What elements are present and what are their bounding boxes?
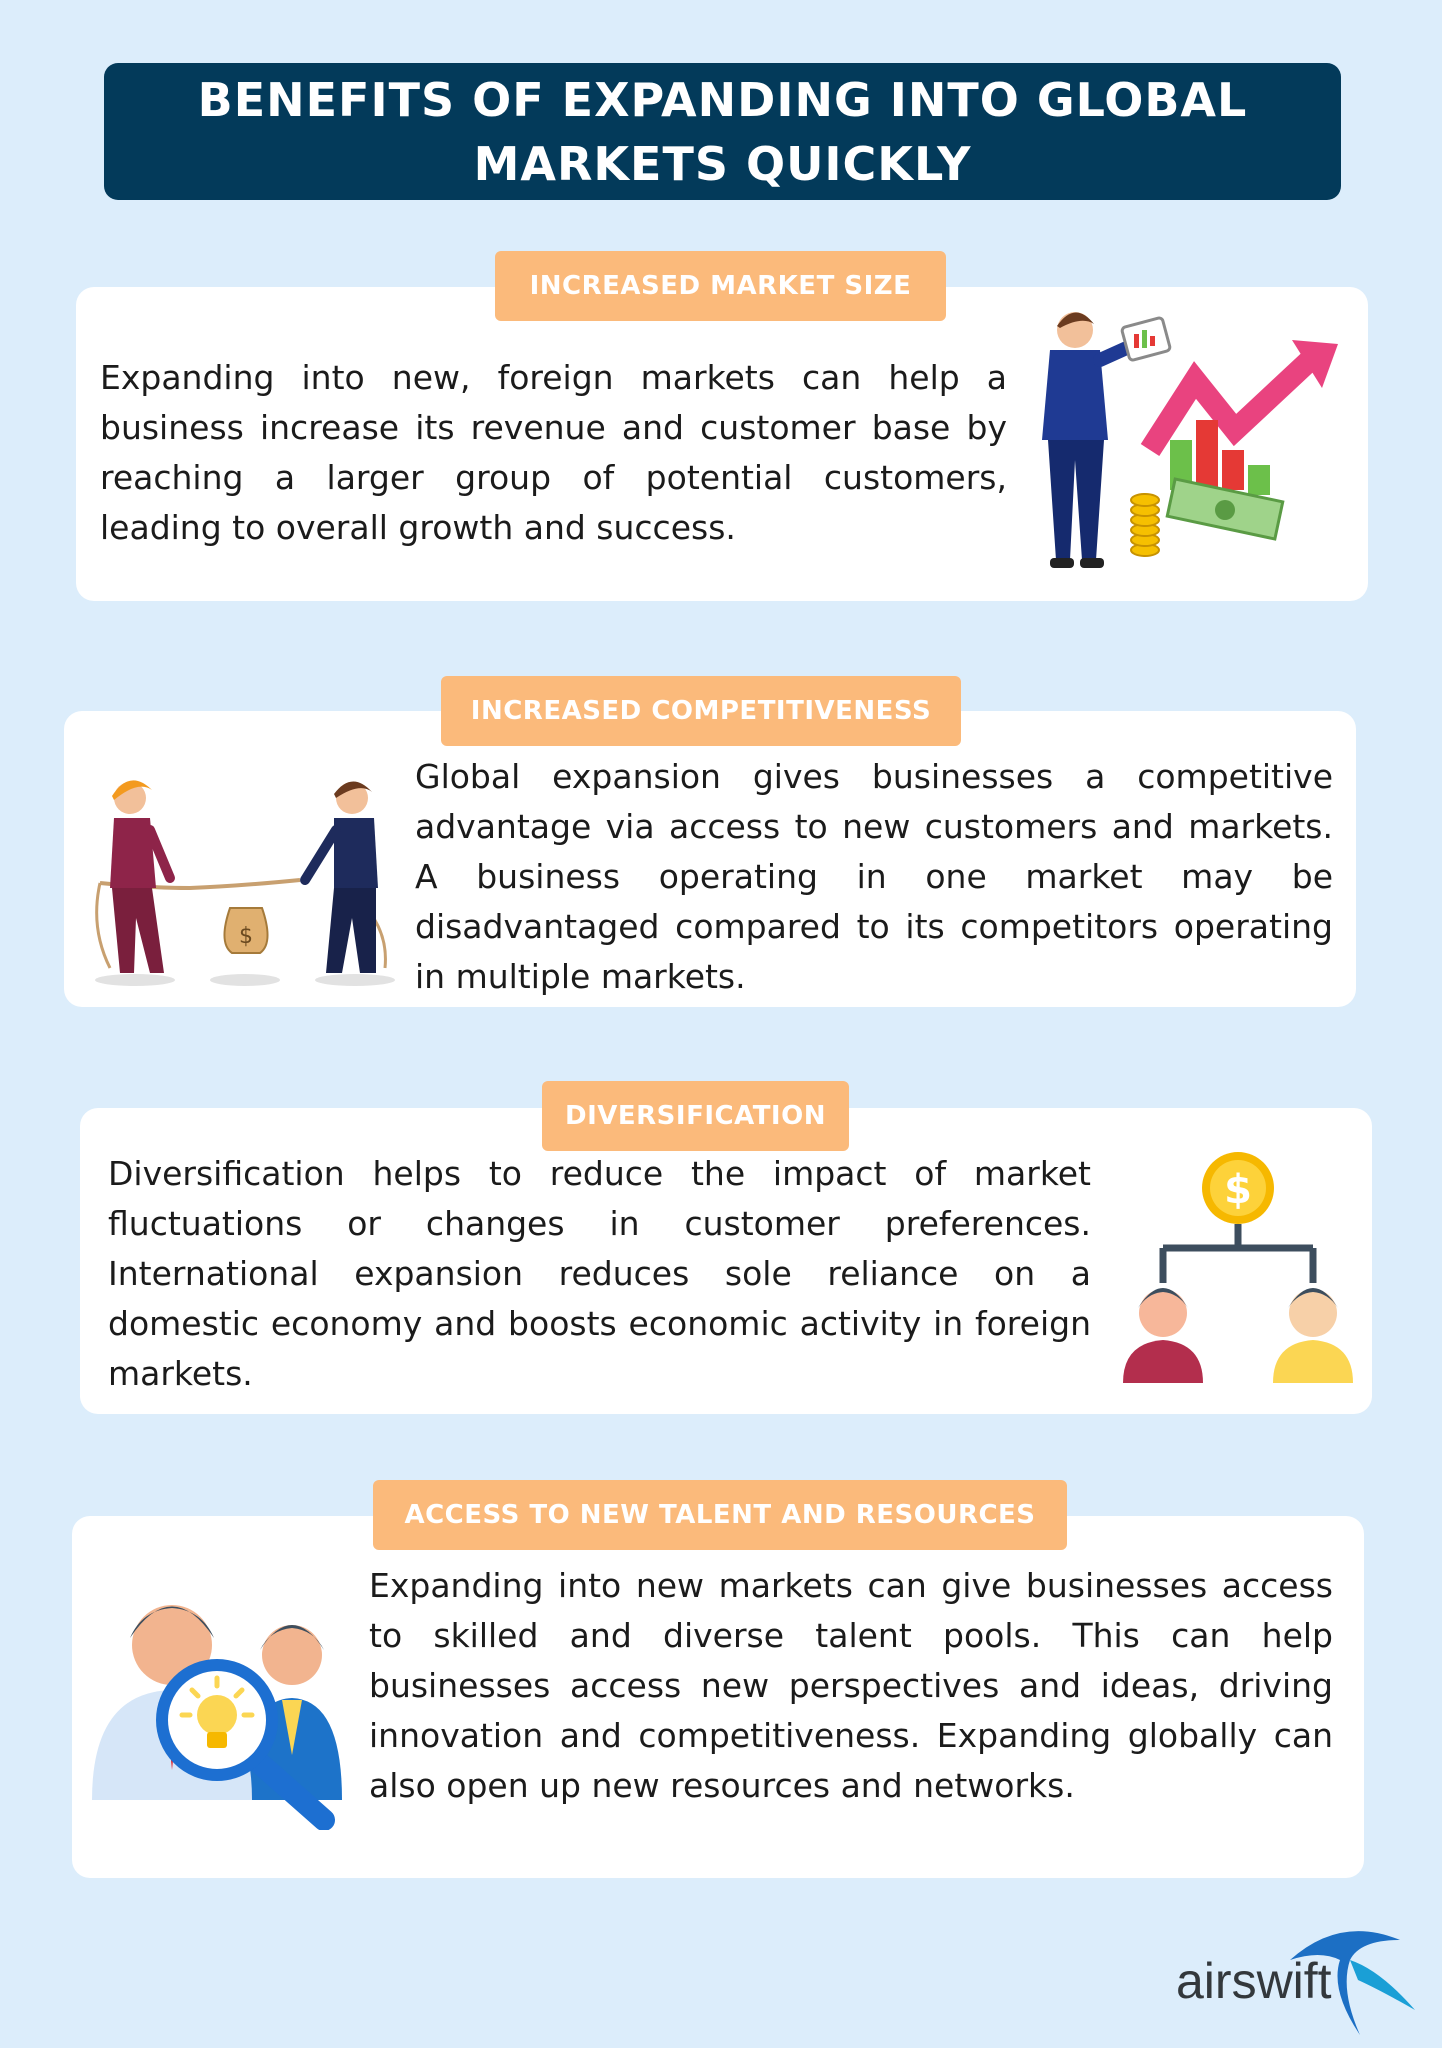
section-text-diversification: Diversification helps to reduce the impa… — [108, 1154, 1091, 1393]
section-heading-diversification: DIVERSIFICATION — [542, 1081, 849, 1151]
svg-text:$: $ — [1224, 1167, 1252, 1213]
section-text-market-size: Expanding into new, foreign markets can … — [100, 358, 1007, 547]
svg-text:$: $ — [239, 924, 253, 949]
page-title: BENEFITS OF EXPANDING INTO GLOBAL MARKETS… — [197, 72, 1248, 191]
section-heading-competitiveness: INCREASED COMPETITIVENESS — [441, 676, 961, 746]
section-card-competitiveness — [64, 711, 1356, 1007]
talent-search-icon — [92, 1605, 342, 1830]
logo-text: airswift — [1176, 1953, 1332, 2009]
section-heading-market-size: INCREASED MARKET SIZE — [495, 251, 946, 321]
section-text-competitiveness: Global expansion gives businesses a comp… — [415, 757, 1333, 996]
title-banner: BENEFITS OF EXPANDING INTO GLOBAL MARKETS… — [104, 63, 1341, 200]
airswift-logo: airswift — [1170, 1920, 1420, 2040]
dollar-hierarchy-icon: $ — [1123, 1152, 1353, 1383]
section-heading-talent: ACCESS TO NEW TALENT AND RESOURCES — [373, 1480, 1067, 1550]
swift-bird-icon — [1290, 1931, 1415, 2035]
section-text-talent: Expanding into new markets can give busi… — [369, 1566, 1333, 1805]
section-card-talent — [72, 1516, 1364, 1878]
businessman-growth-chart-icon — [1042, 312, 1338, 568]
tug-of-war-icon: $ — [95, 780, 395, 986]
